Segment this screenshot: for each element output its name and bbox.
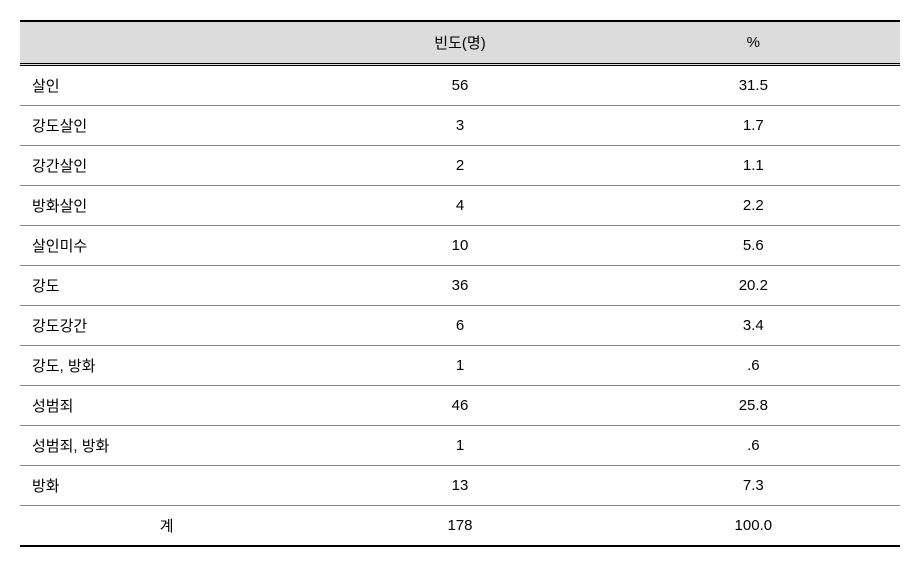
row-freq: 4 — [313, 186, 606, 226]
row-label: 강도, 방화 — [20, 346, 313, 386]
row-freq: 1 — [313, 346, 606, 386]
row-label: 강도강간 — [20, 306, 313, 346]
header-empty — [20, 21, 313, 65]
row-label: 방화살인 — [20, 186, 313, 226]
row-label: 강도 — [20, 266, 313, 306]
row-label: 강간살인 — [20, 146, 313, 186]
row-pct: 1.7 — [607, 106, 900, 146]
row-freq: 2 — [313, 146, 606, 186]
table-row: 강도, 방화 1 .6 — [20, 346, 900, 386]
row-label: 방화 — [20, 466, 313, 506]
crime-frequency-table: 빈도(명) % 살인 56 31.5 강도살인 3 1.7 강간살인 2 1.1… — [20, 20, 900, 547]
row-freq: 36 — [313, 266, 606, 306]
row-pct: 5.6 — [607, 226, 900, 266]
row-label: 성범죄, 방화 — [20, 426, 313, 466]
row-freq: 10 — [313, 226, 606, 266]
row-freq: 3 — [313, 106, 606, 146]
row-freq: 1 — [313, 426, 606, 466]
row-pct: 20.2 — [607, 266, 900, 306]
total-row: 계 178 100.0 — [20, 506, 900, 547]
table-body: 살인 56 31.5 강도살인 3 1.7 강간살인 2 1.1 방화살인 4 … — [20, 65, 900, 547]
row-pct: 31.5 — [607, 65, 900, 106]
header-frequency: 빈도(명) — [313, 21, 606, 65]
row-pct: 2.2 — [607, 186, 900, 226]
row-freq: 56 — [313, 65, 606, 106]
row-pct: 25.8 — [607, 386, 900, 426]
table-row: 강도강간 6 3.4 — [20, 306, 900, 346]
row-pct: 7.3 — [607, 466, 900, 506]
total-label: 계 — [20, 506, 313, 547]
table-row: 살인 56 31.5 — [20, 65, 900, 106]
total-freq: 178 — [313, 506, 606, 547]
table-row: 강간살인 2 1.1 — [20, 146, 900, 186]
table-row: 강도 36 20.2 — [20, 266, 900, 306]
row-freq: 13 — [313, 466, 606, 506]
header-row: 빈도(명) % — [20, 21, 900, 65]
row-label: 성범죄 — [20, 386, 313, 426]
row-freq: 46 — [313, 386, 606, 426]
row-label: 강도살인 — [20, 106, 313, 146]
table-row: 살인미수 10 5.6 — [20, 226, 900, 266]
row-pct: 3.4 — [607, 306, 900, 346]
table-row: 성범죄 46 25.8 — [20, 386, 900, 426]
row-label: 살인미수 — [20, 226, 313, 266]
table-row: 성범죄, 방화 1 .6 — [20, 426, 900, 466]
total-pct: 100.0 — [607, 506, 900, 547]
header-percent: % — [607, 21, 900, 65]
row-freq: 6 — [313, 306, 606, 346]
table-row: 방화 13 7.3 — [20, 466, 900, 506]
row-label: 살인 — [20, 65, 313, 106]
table-row: 방화살인 4 2.2 — [20, 186, 900, 226]
row-pct: .6 — [607, 346, 900, 386]
table-row: 강도살인 3 1.7 — [20, 106, 900, 146]
row-pct: 1.1 — [607, 146, 900, 186]
row-pct: .6 — [607, 426, 900, 466]
